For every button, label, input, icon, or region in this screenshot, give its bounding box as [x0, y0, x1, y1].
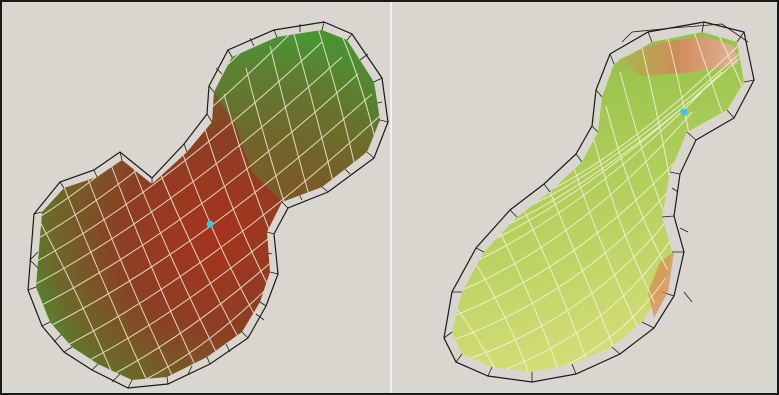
- left-mesh-rendering: [27, 21, 389, 389]
- right-outer-wireframe: [443, 21, 755, 383]
- left-surface-highlight: [214, 30, 380, 202]
- left-marker-point: [206, 220, 214, 228]
- right-surface-top-tint: [618, 36, 738, 76]
- right-marker-point: [680, 108, 688, 116]
- right-mesh-rendering: [443, 21, 755, 383]
- left-panel: [2, 2, 390, 393]
- right-surface: [452, 32, 744, 372]
- panel-divider: [390, 2, 392, 393]
- right-panel: [392, 2, 777, 393]
